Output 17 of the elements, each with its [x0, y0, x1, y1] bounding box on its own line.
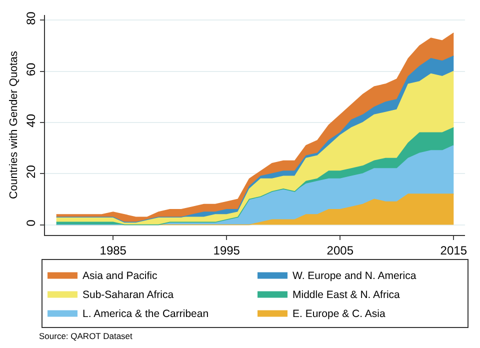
legend-label: Middle East & N. Africa [292, 288, 400, 301]
x-tick-label: 1995 [213, 243, 240, 258]
legend-label: Sub-Saharan Africa [82, 288, 174, 301]
legend-label: E. Europe & C. Asia [292, 308, 386, 320]
y-tick-label: 20 [24, 164, 38, 178]
source-note: Source: QAROT Dataset [39, 331, 134, 341]
y-tick-label: 40 [24, 114, 38, 128]
y-axis-title: Countries with Gender Quotas [8, 50, 20, 199]
y-tick-label: 60 [24, 62, 38, 76]
x-tick-label: 2015 [440, 243, 468, 258]
y-tick-label: 80 [24, 11, 38, 25]
legend-label: Asia and Pacific [82, 270, 158, 282]
x-tick-label: 2005 [326, 243, 354, 258]
legend-label: W. Europe and N. America [292, 270, 416, 282]
x-tick-label: 1985 [100, 243, 127, 258]
legend-label: L. America & the Carribean [82, 308, 209, 320]
y-tick-label: 0 [24, 219, 38, 226]
